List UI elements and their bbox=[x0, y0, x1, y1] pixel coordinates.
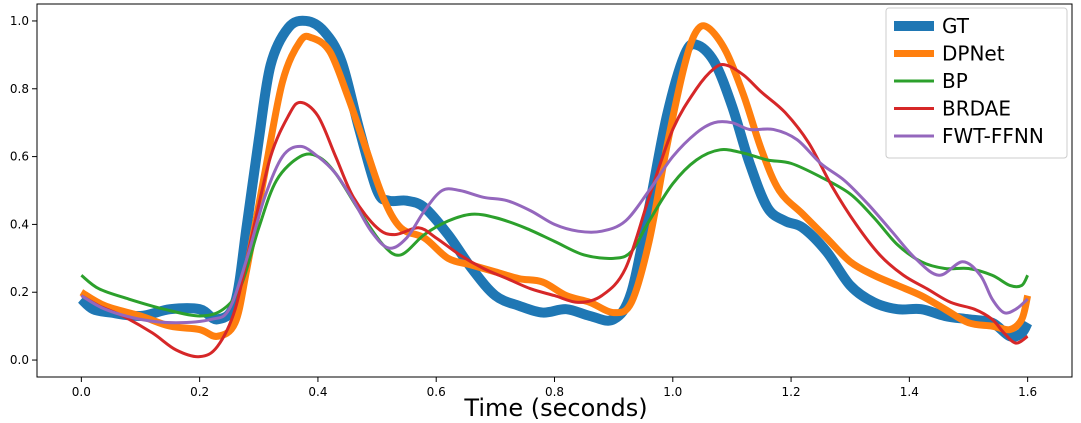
series-line-bp bbox=[80, 148, 1029, 318]
series-lines bbox=[77, 15, 1033, 359]
x-axis-ticks: 0.0 0.2 0.4 0.6 0.8 1.0 1.2 1.4 1.6 bbox=[72, 377, 1037, 399]
legend-label-brdae: BRDAE bbox=[942, 97, 1011, 121]
x-tick-label: 0.0 bbox=[72, 385, 91, 399]
legend-label-dpnet: DPNet bbox=[942, 42, 1005, 66]
x-tick-label: 1.0 bbox=[663, 385, 682, 399]
legend-label-fwt-ffnn: FWT-FFNN bbox=[942, 124, 1044, 148]
x-tick-label: 0.6 bbox=[427, 385, 446, 399]
legend-label-bp: BP bbox=[942, 69, 968, 93]
x-axis-title: Time (seconds) bbox=[463, 394, 647, 422]
y-axis-ticks: 0.0 0.2 0.4 0.6 0.8 1.0 bbox=[10, 14, 37, 367]
legend-label-gt: GT bbox=[942, 14, 970, 38]
x-tick-label: 1.6 bbox=[1018, 385, 1037, 399]
x-tick-label: 1.4 bbox=[900, 385, 919, 399]
y-tick-label: 0.2 bbox=[10, 285, 29, 299]
x-tick-label: 0.4 bbox=[308, 385, 327, 399]
legend: GT DPNet BP BRDAE FWT-FFNN bbox=[885, 7, 1068, 159]
x-tick-label: 0.8 bbox=[545, 385, 564, 399]
y-tick-label: 0.4 bbox=[10, 217, 29, 231]
y-tick-label: 0.6 bbox=[10, 150, 29, 164]
series-line-fwt-ffnn bbox=[80, 120, 1029, 325]
series-line-gt bbox=[77, 15, 1033, 342]
legend-box bbox=[885, 7, 1068, 159]
x-tick-label: 0.2 bbox=[190, 385, 209, 399]
x-tick-label: 1.2 bbox=[782, 385, 801, 399]
y-tick-label: 0.0 bbox=[10, 353, 29, 367]
y-tick-label: 0.8 bbox=[10, 82, 29, 96]
y-tick-label: 1.0 bbox=[10, 14, 29, 28]
